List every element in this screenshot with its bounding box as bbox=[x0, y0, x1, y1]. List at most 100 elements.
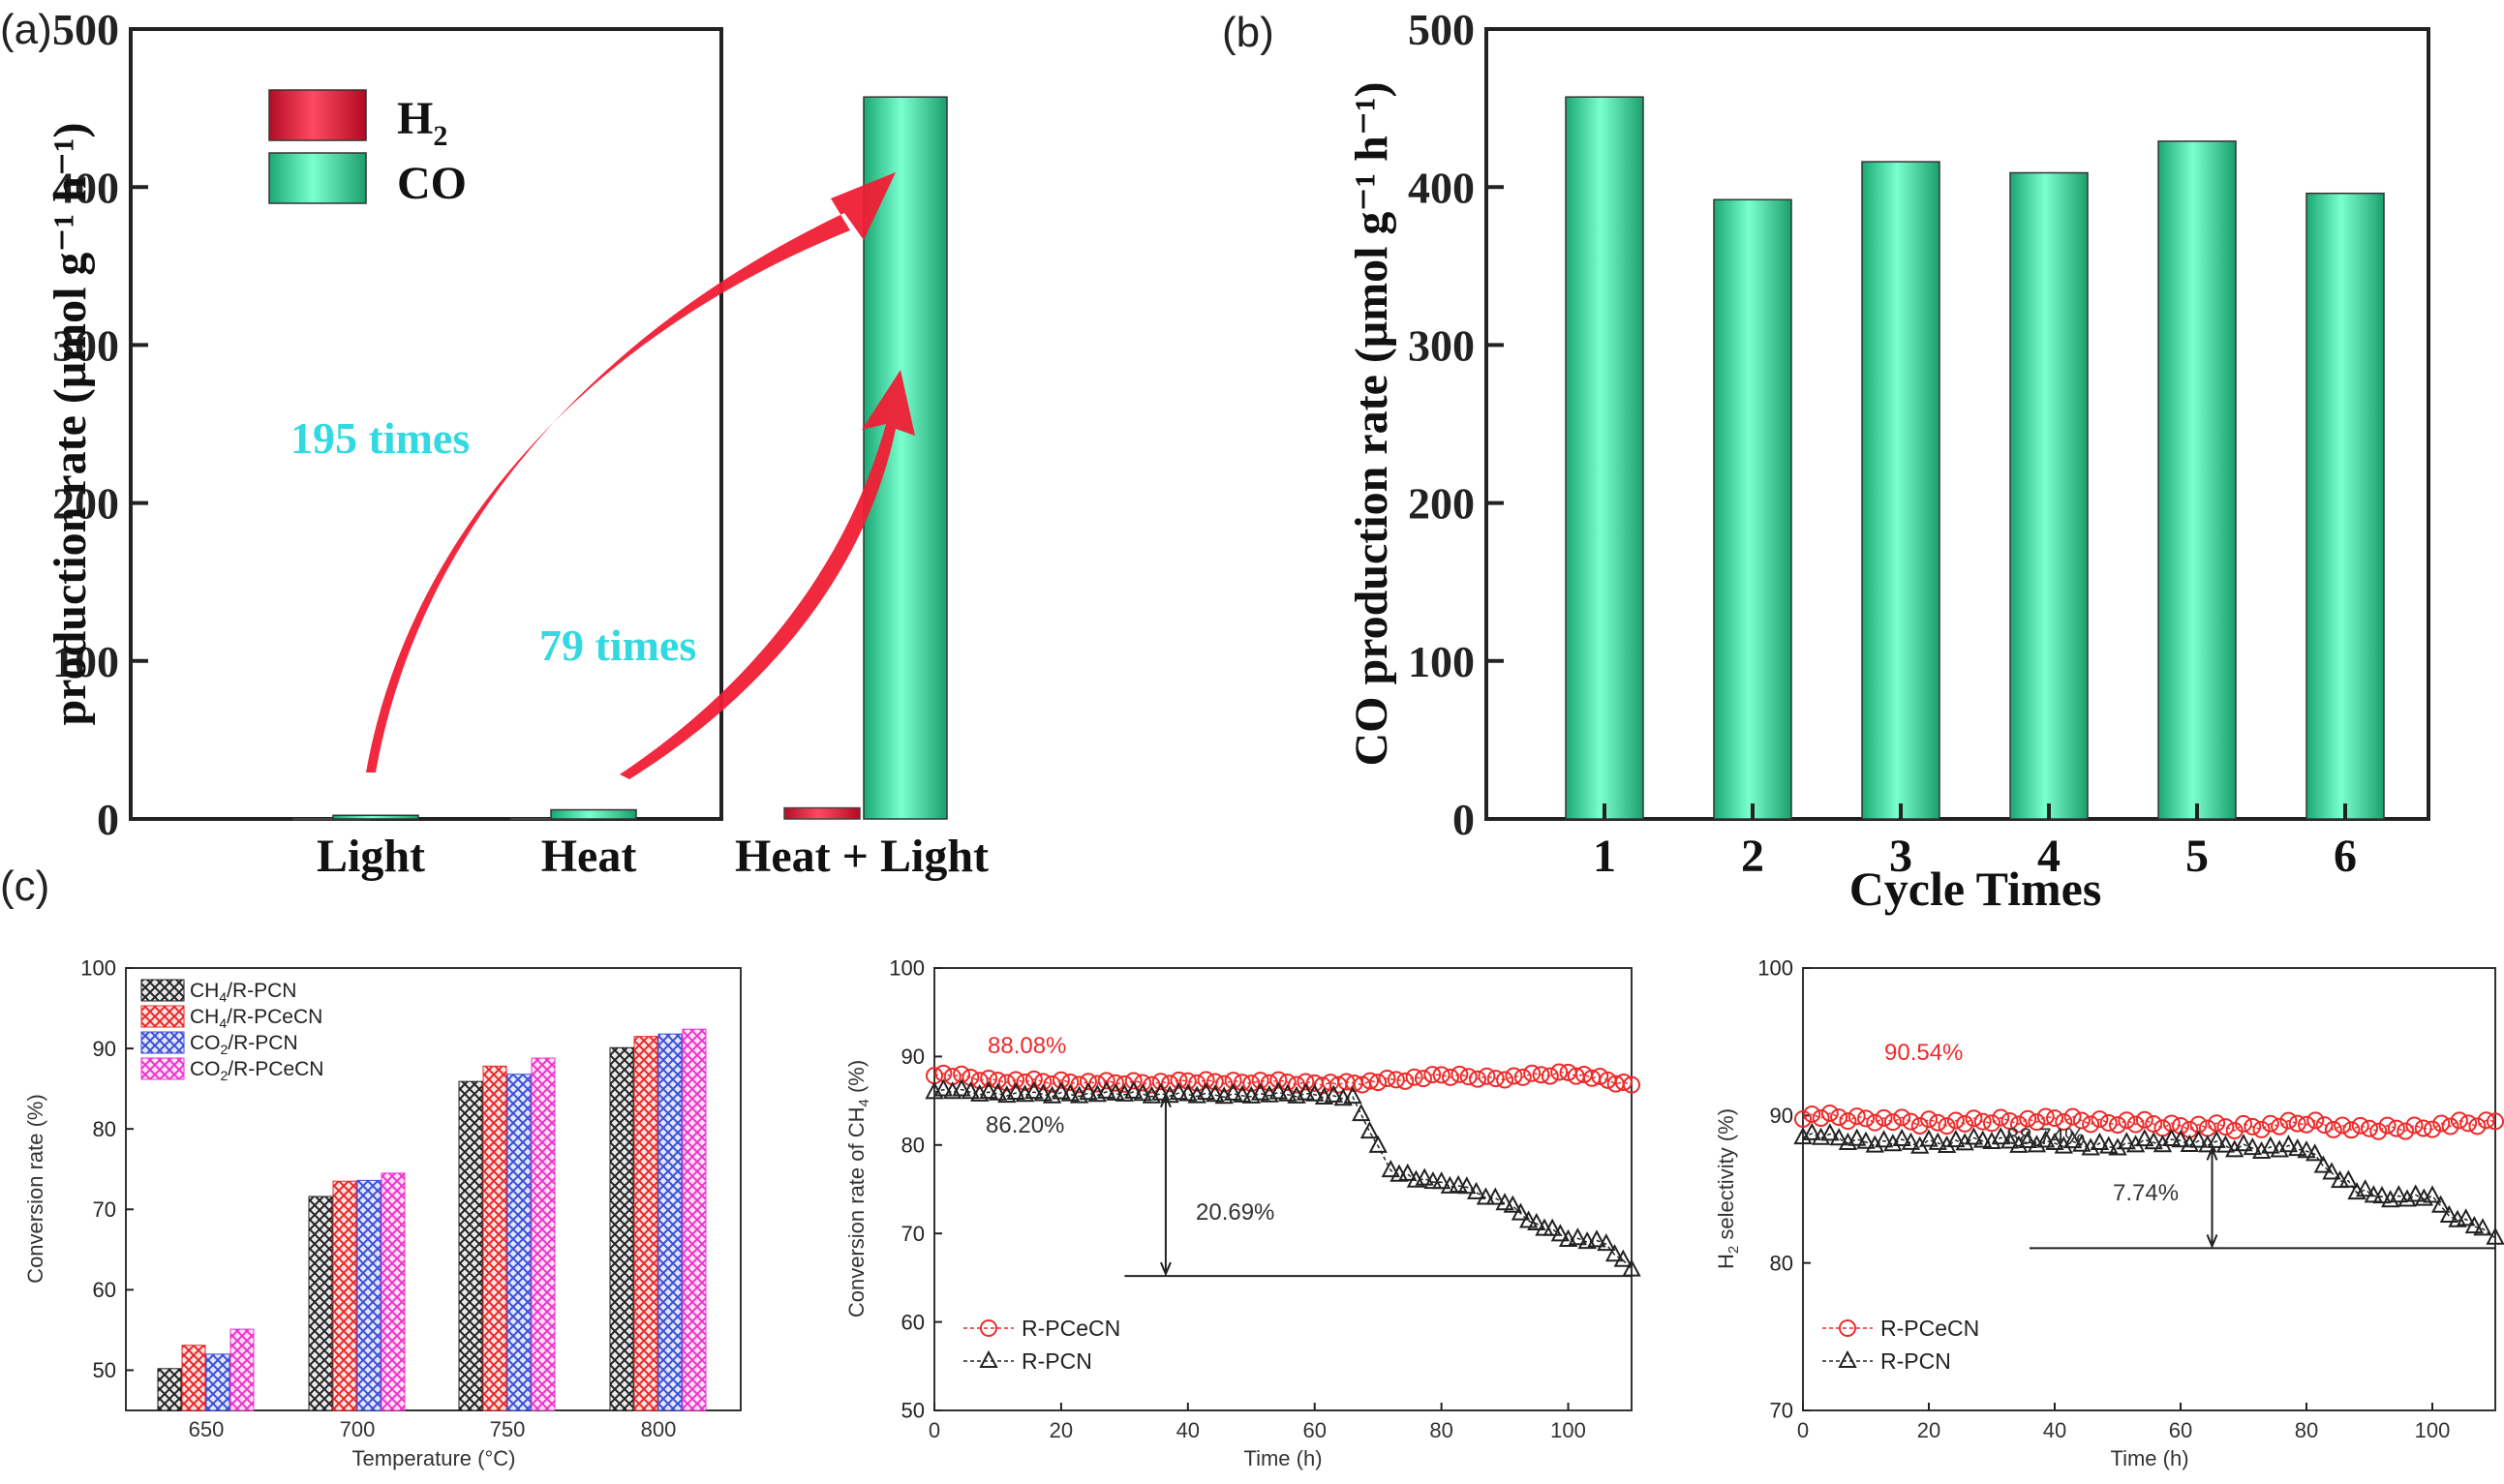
c3-point-R-PCN-15 bbox=[1928, 1132, 1947, 1150]
c2-point-R-PCN-38 bbox=[1268, 1081, 1288, 1100]
b-ytick-label-4: 400 bbox=[1408, 163, 1475, 212]
c3-point-R-PCN-25 bbox=[2018, 1130, 2037, 1149]
plot-frame-c2 bbox=[933, 967, 1633, 1411]
bar-c1-CO2/R-PCeCN-700 bbox=[381, 1172, 406, 1411]
c3-point-R-PCeCN-70 bbox=[2424, 1120, 2441, 1138]
c3-point-R-PCN-4 bbox=[1829, 1128, 1848, 1146]
c3-point-R-PCeCN-16 bbox=[1938, 1117, 1956, 1136]
c3-line-R-PCeCN bbox=[1802, 1112, 2496, 1133]
bar-c1-CO2/R-PCN-750 bbox=[506, 1074, 532, 1411]
c2-legend-marker-0 bbox=[980, 1319, 997, 1337]
c3-point-R-PCN-24 bbox=[2009, 1135, 2029, 1153]
panel-c2: 50 60 70 80 90 100 0 20 40 60 80 100 Conversion rat… bbox=[844, 956, 1641, 1470]
c3-point-R-PCeCN-6 bbox=[1847, 1107, 1866, 1126]
bar-c1-CH4/R-PCeCN-650 bbox=[181, 1345, 206, 1411]
c2-xtick-label-2: 40 bbox=[1176, 1418, 1200, 1442]
c2-point-R-PCeCN-54 bbox=[1405, 1068, 1423, 1086]
c2-point-R-PCN-47 bbox=[1352, 1103, 1371, 1122]
legend-swatch-c1-0 bbox=[140, 979, 185, 1002]
c3-point-R-PCN-58 bbox=[2313, 1155, 2333, 1173]
c3-point-R-PCN-22 bbox=[1991, 1127, 2010, 1145]
c3-point-R-PCeCN-52 bbox=[2261, 1114, 2279, 1133]
c2-point-R-PCeCN-49 bbox=[1361, 1072, 1379, 1090]
c1-ytick-label-3: 80 bbox=[93, 1117, 116, 1141]
c1-ytick-label-1: 60 bbox=[93, 1278, 116, 1302]
c3-point-R-PCeCN-34 bbox=[2099, 1114, 2118, 1133]
bar-c1-CH4/R-PCN-700 bbox=[308, 1196, 333, 1411]
c3-point-R-PCN-27 bbox=[2036, 1130, 2056, 1148]
c2-point-R-PCeCN-69 bbox=[1541, 1067, 1559, 1085]
c2-point-R-PCN-15 bbox=[1060, 1083, 1080, 1102]
c2-point-R-PCeCN-58 bbox=[1441, 1068, 1459, 1086]
c2-point-R-PCN-39 bbox=[1278, 1083, 1298, 1102]
c3-point-R-PCeCN-26 bbox=[2028, 1113, 2046, 1132]
c2-point-R-PCN-56 bbox=[1431, 1171, 1451, 1190]
c3-ytick-label-0: 70 bbox=[1770, 1399, 1793, 1423]
c2-xtick-label-0: 0 bbox=[929, 1418, 940, 1442]
c2-ytick-label-4: 90 bbox=[901, 1045, 925, 1069]
c2-point-R-PCN-20 bbox=[1106, 1082, 1125, 1101]
c3-point-R-PCeCN-39 bbox=[2145, 1115, 2163, 1134]
plot-frame-a bbox=[129, 27, 723, 821]
bar-c1-CO2/R-PCN-800 bbox=[657, 1033, 683, 1411]
c1-ytick-label-4: 90 bbox=[93, 1037, 116, 1061]
c3-point-R-PCeCN-47 bbox=[2216, 1118, 2235, 1136]
c2-point-R-PCN-60 bbox=[1466, 1181, 1486, 1199]
c3-point-R-PCN-60 bbox=[2331, 1170, 2350, 1189]
c2-legend-label-1: R-PCN bbox=[1022, 1348, 1092, 1374]
c2-point-R-PCeCN-63 bbox=[1486, 1070, 1505, 1088]
c2-point-R-PCN-4 bbox=[961, 1081, 981, 1100]
c3-point-R-PCN-47 bbox=[2215, 1135, 2236, 1153]
c3-point-R-PCN-41 bbox=[2162, 1128, 2182, 1147]
x-label-a-1: Heat bbox=[541, 831, 637, 882]
c3-point-R-PCeCN-66 bbox=[2387, 1119, 2405, 1137]
y-axis-title-c2: Conversion rate of CH4 (%) bbox=[844, 1060, 872, 1317]
x-label-c1-3: 800 bbox=[641, 1417, 677, 1441]
c3-point-R-PCN-26 bbox=[2027, 1135, 2047, 1153]
c3-xtick-label-4: 80 bbox=[2295, 1418, 2318, 1442]
legend-swatch-c1-3 bbox=[140, 1057, 185, 1080]
c3-point-R-PCN-73 bbox=[2439, 1204, 2458, 1224]
c3-point-R-PCeCN-19 bbox=[1965, 1109, 1983, 1128]
c3-point-R-PCeCN-72 bbox=[2441, 1117, 2459, 1136]
legend-swatch-c1-2 bbox=[140, 1031, 185, 1054]
c2-point-R-PCN-17 bbox=[1079, 1082, 1098, 1101]
x-label-b-4: 5 bbox=[2185, 831, 2209, 882]
c3-point-R-PCN-51 bbox=[2251, 1140, 2272, 1159]
c2-point-R-PCN-22 bbox=[1124, 1080, 1144, 1099]
legend-swatch-co bbox=[268, 152, 367, 204]
bar-cycle-0 bbox=[1565, 96, 1644, 820]
c2-point-R-PCeCN-51 bbox=[1378, 1070, 1396, 1088]
annotation-7-74: 7.74% bbox=[2113, 1180, 2179, 1206]
c2-point-R-PCeCN-24 bbox=[1143, 1075, 1161, 1094]
c3-point-R-PCN-77 bbox=[2473, 1218, 2492, 1236]
c3-point-R-PCN-72 bbox=[2431, 1195, 2451, 1213]
c2-point-R-PCeCN-14 bbox=[1052, 1071, 1070, 1089]
c3-point-R-PCeCN-61 bbox=[2342, 1121, 2361, 1139]
plot-frame-b bbox=[1484, 27, 2430, 821]
c2-point-R-PCeCN-66 bbox=[1513, 1068, 1532, 1086]
c3-point-R-PCN-54 bbox=[2278, 1135, 2299, 1153]
c2-point-R-PCeCN-36 bbox=[1251, 1072, 1269, 1090]
x-label-c1-0: 650 bbox=[189, 1417, 225, 1441]
c2-xtick-label-1: 20 bbox=[1050, 1418, 1073, 1442]
c2-point-R-PCeCN-9 bbox=[1007, 1071, 1025, 1089]
c3-point-R-PCN-42 bbox=[2171, 1130, 2190, 1148]
c2-point-R-PCeCN-75 bbox=[1591, 1068, 1609, 1086]
c2-point-R-PCeCN-30 bbox=[1197, 1071, 1215, 1089]
c3-point-R-PCN-36 bbox=[2117, 1132, 2136, 1150]
c2-point-R-PCeCN-67 bbox=[1523, 1064, 1542, 1082]
c2-point-R-PCN-61 bbox=[1476, 1187, 1496, 1205]
c3-point-R-PCeCN-20 bbox=[1973, 1112, 1992, 1131]
arrow-195-times bbox=[366, 172, 896, 772]
annotation-86-20: 86.20% bbox=[986, 1112, 1064, 1138]
b-ytick-label-3: 300 bbox=[1408, 321, 1475, 371]
c2-point-R-PCeCN-79 bbox=[1623, 1075, 1640, 1094]
c2-xtick-label-3: 60 bbox=[1302, 1418, 1326, 1442]
c2-ytick-label-0: 50 bbox=[901, 1399, 925, 1423]
bar-h2-2 bbox=[783, 806, 861, 820]
c3-point-R-PCeCN-73 bbox=[2450, 1111, 2468, 1130]
c3-point-R-PCeCN-57 bbox=[2306, 1111, 2325, 1130]
c3-point-R-PCN-7 bbox=[1856, 1131, 1876, 1149]
c2-point-R-PCeCN-31 bbox=[1206, 1073, 1224, 1091]
